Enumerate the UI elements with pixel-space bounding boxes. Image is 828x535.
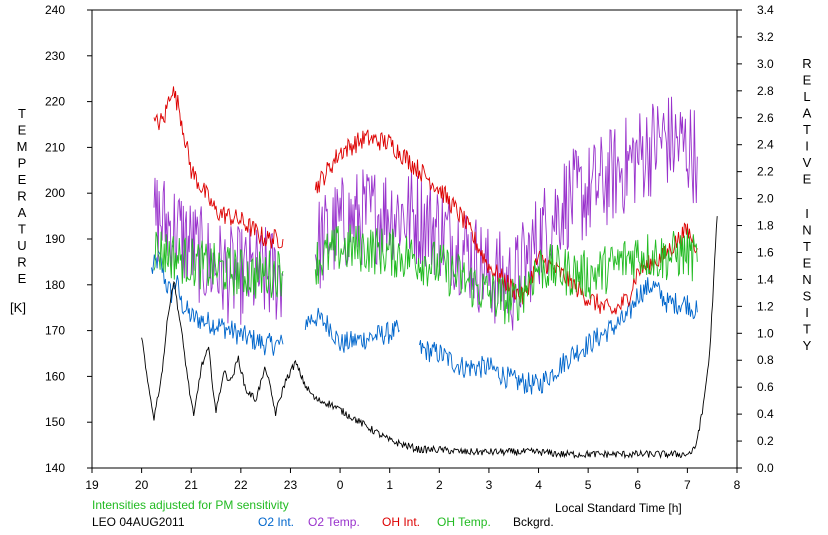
x-tick-label: 1 [386, 478, 393, 492]
y-right-label-letter: V [803, 155, 812, 170]
x-tick-label: 22 [234, 478, 248, 492]
y-left-label-letter: R [17, 255, 26, 270]
station-date: LEO 04AUG2011 [92, 515, 185, 529]
series-line-ohint [153, 86, 284, 249]
y-right-label-letter: T [803, 322, 811, 337]
y-left-tick-label: 170 [45, 324, 65, 338]
y-right-tick-label: 1.4 [757, 272, 774, 286]
series-line-o2temp [314, 96, 698, 331]
y-right-label-letter: R [802, 56, 811, 71]
y-left-label-letter: E [18, 123, 27, 138]
y-right-tick-label: 0.2 [757, 434, 774, 448]
x-tick-label: 0 [337, 478, 344, 492]
y-axis-left: 140 150 160 170 180 190 200 210 220 230 240 [45, 3, 92, 475]
y-right-label-letter: S [803, 289, 812, 304]
x-tick-label: 7 [684, 478, 691, 492]
series-line-o2int [419, 277, 698, 395]
y-left-label-letter: M [17, 139, 28, 154]
y-left-tick-label: 140 [45, 461, 65, 475]
y-right-label-letter: A [803, 106, 812, 121]
x-tick-label: 5 [585, 478, 592, 492]
y-right-tick-label: 0.6 [757, 380, 774, 394]
y-right-label-letter: I [805, 206, 809, 221]
x-tick-label: 6 [634, 478, 641, 492]
y-right-tick-label: 0.0 [757, 461, 774, 475]
y-right-label-letter: E [803, 256, 812, 271]
y-right-tick-label: 2.4 [757, 138, 774, 152]
y-left-label-letter: A [18, 205, 27, 220]
y-axis-left-unit: [K] [10, 300, 26, 315]
y-right-label-letter: I [805, 305, 809, 320]
y-left-tick-label: 180 [45, 278, 65, 292]
y-right-label-letter: L [803, 89, 810, 104]
legend-entry: OH Int. [382, 515, 421, 529]
legend-entry: Bckgrd. [513, 515, 554, 529]
x-axis: 19 20 21 22 23 0 1 2 3 4 5 6 7 8 [85, 468, 741, 492]
legend-entry: O2 Int. [258, 515, 295, 529]
y-right-label-letter: T [803, 239, 811, 254]
y-right-tick-label: 1.6 [757, 245, 774, 259]
y-left-label-letter: E [18, 172, 27, 187]
y-right-label-letter: T [803, 122, 811, 137]
y-right-label-letter: N [802, 223, 811, 238]
series-layer [141, 86, 718, 460]
x-tick-label: 4 [535, 478, 542, 492]
y-right-tick-label: 1.2 [757, 299, 774, 313]
legend-entry: O2 Temp. [308, 515, 360, 529]
y-left-label-letter: T [18, 222, 26, 237]
sensitivity-note: Intensities adjusted for PM sensitivity [92, 498, 289, 512]
y-right-label-letter: E [803, 73, 812, 88]
y-right-label-letter: N [802, 272, 811, 287]
series-line-ohtemp [314, 224, 698, 325]
series-line-bckgrd [141, 216, 718, 460]
y-right-tick-label: 3.4 [757, 3, 774, 17]
y-left-label-letter: T [18, 106, 26, 121]
y-right-tick-label: 2.0 [757, 192, 774, 206]
y-right-tick-label: 0.8 [757, 353, 774, 367]
series-line-ohint [314, 129, 698, 315]
y-right-tick-label: 3.2 [757, 30, 774, 44]
y-left-tick-label: 150 [45, 415, 65, 429]
y-left-tick-label: 200 [45, 186, 65, 200]
y-right-tick-label: 1.8 [757, 219, 774, 233]
y-left-label-letter: R [17, 189, 26, 204]
x-tick-label: 2 [436, 478, 443, 492]
y-left-tick-label: 190 [45, 232, 65, 246]
y-right-label-letter: Y [803, 338, 812, 353]
y-left-label-letter: E [18, 271, 27, 286]
y-left-tick-label: 230 [45, 49, 65, 63]
y-left-tick-label: 240 [45, 3, 65, 17]
series-line-o2int [304, 307, 400, 353]
y-right-label-letter: I [805, 139, 809, 154]
y-right-label-letter: E [803, 172, 812, 187]
y-right-tick-label: 2.6 [757, 111, 774, 125]
y-left-label-letter: U [17, 238, 26, 253]
series-line-ohtemp [153, 231, 284, 299]
legend-entry: OH Temp. [437, 515, 491, 529]
x-tick-label: 8 [734, 478, 741, 492]
y-right-tick-label: 0.4 [757, 407, 774, 421]
y-left-tick-label: 220 [45, 95, 65, 109]
x-axis-label: Local Standard Time [h] [555, 501, 682, 515]
x-tick-label: 21 [185, 478, 199, 492]
y-left-tick-label: 210 [45, 140, 65, 154]
y-right-tick-label: 1.0 [757, 326, 774, 340]
y-axis-right: 0.0 0.2 0.4 0.6 0.8 1.0 1.2 1.4 1.6 1.8 2.0 2.2 2.4 2… [737, 3, 774, 475]
x-tick-label: 19 [85, 478, 99, 492]
y-right-tick-label: 2.8 [757, 84, 774, 98]
x-tick-label: 23 [284, 478, 298, 492]
y-right-tick-label: 3.0 [757, 57, 774, 71]
y-left-label-letter: P [18, 156, 27, 171]
x-tick-label: 20 [135, 478, 149, 492]
y-left-tick-label: 160 [45, 369, 65, 383]
y-right-tick-label: 2.2 [757, 165, 774, 179]
x-tick-label: 3 [486, 478, 493, 492]
